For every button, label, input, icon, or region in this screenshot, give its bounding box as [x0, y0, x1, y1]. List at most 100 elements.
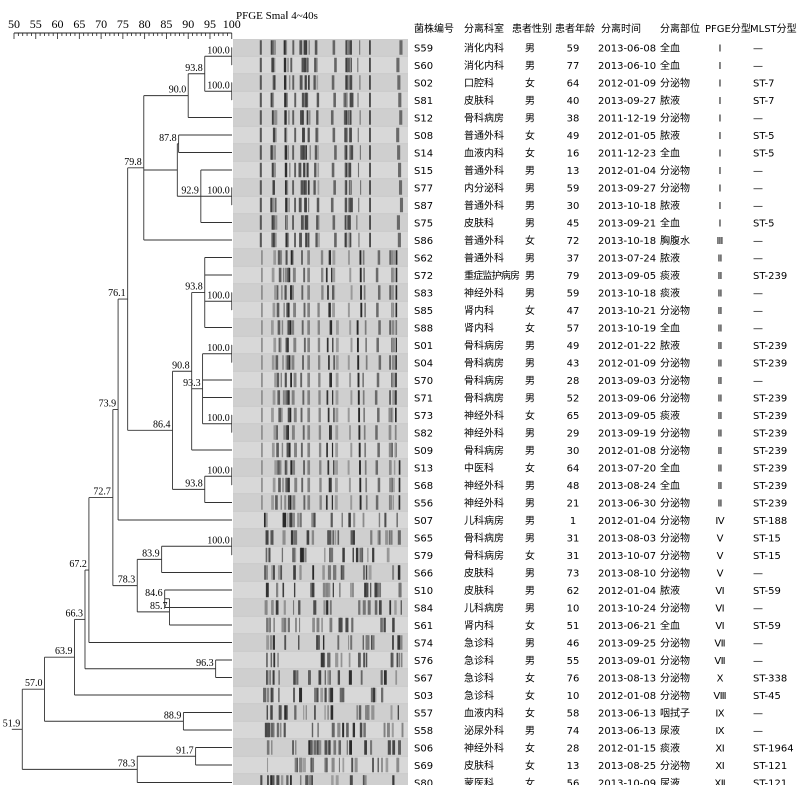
cell-site: 分泌物: [660, 427, 690, 440]
node-similarity-label: 93.8: [185, 282, 203, 293]
cell-site: 分泌物: [660, 637, 690, 650]
cell-date: 2013-09-25: [598, 639, 656, 650]
node-similarity-label: 100.0: [207, 80, 230, 91]
cell-date: 2013-06-13: [598, 726, 656, 737]
node-similarity-label: 63.9: [55, 646, 73, 657]
table-row: S07 儿科病房 男 1 2012-01-04 分泌物 Ⅳ ST-188: [414, 514, 787, 527]
cell-site: 分泌物: [660, 602, 690, 615]
cell-sex: 女: [525, 77, 535, 90]
cell-sex: 男: [525, 200, 535, 212]
scale-tick-label: 50: [8, 17, 20, 31]
table-row: S74 急诊科 男 46 2013-09-25 分泌物 Ⅶ —: [414, 637, 763, 650]
cell-pfge: Ⅶ: [714, 656, 725, 667]
cell-site: 脓液: [660, 339, 680, 352]
cell-pfge: Ⅲ: [717, 236, 724, 247]
gel-lane: [233, 249, 408, 266]
cell-site: 分泌物: [660, 672, 690, 685]
cell-mlst: —: [753, 604, 763, 615]
cell-dept: 神经外科: [464, 479, 504, 492]
gel-lane: [233, 476, 408, 494]
table-row: S59 消化内科 男 59 2013-06-08 全血 Ⅰ —: [414, 42, 763, 55]
cell-site: 脓液: [660, 129, 680, 142]
cell-date: 2013-09-05: [598, 411, 656, 422]
cell-dept: 骨科病房: [464, 374, 504, 387]
cell-pfge: Ⅱ: [718, 394, 723, 405]
cell-mlst: ST-239: [753, 429, 787, 440]
cell-mlst: —: [753, 166, 763, 177]
cell-id: S79: [414, 551, 433, 562]
table-row: S03 急诊科 女 10 2012-01-08 分泌物 Ⅷ ST-45: [414, 689, 781, 702]
cell-sex: 男: [525, 725, 535, 737]
table-row: S57 血液内科 女 58 2013-06-13 咽拭子 Ⅸ —: [414, 707, 763, 720]
cell-sex: 女: [525, 707, 535, 720]
cell-date: 2013-06-08: [598, 44, 656, 55]
cell-mlst: ST-5: [753, 131, 775, 142]
cell-date: 2013-10-07: [598, 551, 656, 562]
cell-date: 2012-01-04: [598, 516, 656, 527]
gel-lane: [233, 424, 408, 441]
cell-sex: 男: [525, 183, 535, 195]
cell-id: S74: [414, 639, 433, 650]
gel-lane: [233, 266, 408, 284]
cell-pfge: Ⅰ: [719, 201, 722, 212]
table-row: S71 骨科病房 男 52 2013-09-06 分泌物 Ⅱ ST-239: [414, 392, 787, 405]
gel-lane: [233, 494, 408, 511]
cell-sex: 男: [525, 603, 535, 615]
cell-age: 74: [567, 726, 580, 737]
cell-age: 57: [567, 324, 580, 335]
cell-age: 1: [570, 516, 576, 527]
scale-tick-label: 60: [52, 17, 64, 31]
table-row: S79 骨科病房 女 31 2013-10-07 分泌物 Ⅴ ST-15: [414, 549, 781, 562]
cell-mlst: ST-121: [753, 761, 787, 772]
cell-pfge: Ⅹ: [717, 674, 724, 685]
cell-pfge: Ⅴ: [717, 551, 724, 562]
table-row: S62 普通外科 男 37 2013-07-24 脓液 Ⅱ —: [414, 252, 763, 265]
node-similarity-label: 86.4: [153, 419, 171, 430]
table-row: S02 口腔科 女 64 2012-01-09 分泌物 Ⅰ ST-7: [414, 77, 775, 90]
cell-id: S03: [414, 691, 433, 702]
cell-pfge: Ⅱ: [718, 376, 723, 387]
cell-sex: 男: [525, 515, 535, 527]
cell-id: S80: [414, 779, 433, 785]
cell-age: 55: [567, 656, 580, 667]
cell-date: 2012-01-04: [598, 586, 656, 597]
cell-site: 分泌物: [660, 392, 690, 405]
cell-age: 37: [567, 254, 580, 265]
column-header: 患者性别: [512, 22, 552, 35]
cell-dept: 骨科病房: [464, 339, 504, 352]
cell-pfge: Ⅳ: [715, 516, 725, 527]
cell-mlst: —: [753, 569, 763, 580]
cell-pfge: Ⅰ: [719, 131, 722, 142]
gel-lane: [233, 686, 408, 704]
cell-sex: 男: [525, 533, 535, 545]
cell-dept: 血液内科: [464, 147, 504, 160]
cell-pfge: Ⅵ: [715, 586, 724, 597]
cell-date: 2013-09-27: [598, 184, 656, 195]
cell-mlst: —: [753, 306, 763, 317]
node-similarity-label: 66.3: [65, 608, 83, 619]
cell-date: 2013-08-13: [598, 674, 656, 685]
cell-pfge: Ⅰ: [719, 114, 722, 125]
cell-age: 13: [567, 166, 580, 177]
cell-sex: 男: [525, 638, 535, 650]
cell-id: S72: [414, 271, 433, 282]
column-header: 分离科室: [464, 22, 504, 35]
cell-mlst: ST-45: [753, 691, 781, 702]
cell-id: S73: [414, 411, 433, 422]
gel-lane: [233, 161, 408, 179]
cell-date: 2012-01-09: [598, 79, 656, 90]
table-row: S77 内分泌科 男 59 2013-09-27 分泌物 Ⅰ —: [414, 182, 763, 195]
cell-mlst: —: [753, 376, 763, 387]
cell-mlst: ST-59: [753, 586, 781, 597]
cell-date: 2013-10-18: [598, 289, 656, 300]
cell-sex: 女: [525, 234, 535, 247]
cell-age: 73: [567, 569, 580, 580]
cell-id: S75: [414, 219, 433, 230]
cell-mlst: —: [753, 184, 763, 195]
cell-dept: 消化内科: [464, 42, 504, 55]
cell-dept: 皮肤科: [464, 567, 494, 580]
cell-sex: 男: [525, 375, 535, 387]
cell-date: 2013-06-13: [598, 709, 656, 720]
cell-pfge: Ⅸ: [715, 709, 724, 720]
